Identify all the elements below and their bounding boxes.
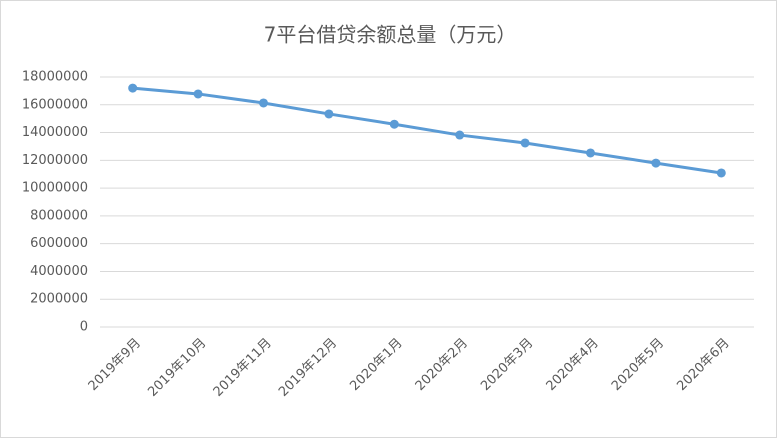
point-marker <box>389 119 399 129</box>
y-tick-label: 18000000 <box>22 70 88 85</box>
point-marker <box>128 83 138 93</box>
point-marker <box>324 109 334 119</box>
point-marker <box>259 98 268 108</box>
y-tick-label: 4000000 <box>30 264 88 279</box>
y-tick-label: 16000000 <box>22 97 88 112</box>
y-tick-label: 6000000 <box>30 236 88 251</box>
series-line <box>132 86 722 175</box>
y-tick-label: 2000000 <box>30 292 88 307</box>
chart-title: 7平台借贷余额总量（万元） <box>264 23 517 47</box>
y-tick-label: 10000000 <box>22 181 88 196</box>
point-marker <box>193 89 203 99</box>
y-tick-label: 0 <box>80 320 88 335</box>
point-marker <box>520 138 530 148</box>
point-marker <box>651 158 661 168</box>
y-tick-label: 12000000 <box>22 153 88 168</box>
y-tick-label: 14000000 <box>22 125 88 140</box>
point-marker <box>586 148 595 158</box>
point-marker <box>455 130 465 140</box>
point-marker <box>716 168 726 178</box>
y-tick-label: 8000000 <box>30 208 88 223</box>
